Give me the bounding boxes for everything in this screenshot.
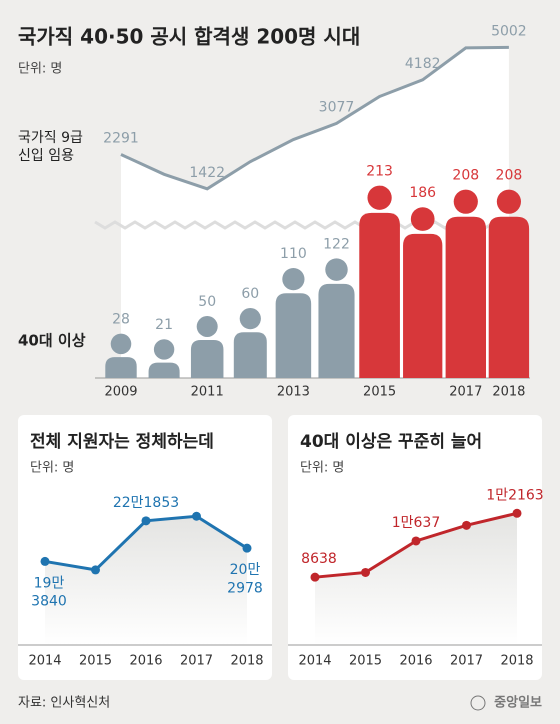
value-label: 28: [112, 312, 130, 328]
panel-title: 40대 이상은 꾸준히 늘어: [300, 432, 482, 452]
person-body: [148, 362, 180, 378]
person-body: [403, 233, 443, 378]
area: [45, 516, 247, 645]
person-head: [496, 189, 521, 214]
point: [141, 516, 151, 526]
series-label: 국가직 9급 신입 임용: [18, 130, 83, 164]
value-label: 19만 3840: [31, 575, 67, 609]
logo-mark: [470, 695, 486, 711]
unit: 단위: 명: [300, 461, 344, 476]
person-body: [190, 340, 224, 378]
value-label: 1만2163: [486, 487, 543, 503]
person-body: [445, 216, 486, 378]
person-head: [196, 316, 218, 337]
value-label: 186: [409, 185, 436, 201]
x-tick-label: 2018: [230, 654, 263, 669]
person-head: [110, 333, 132, 355]
source: 자료: 인사혁신처: [18, 696, 110, 711]
unit: 단위: 명: [18, 62, 62, 77]
value-label: 208: [496, 168, 523, 184]
x-tick-label: 2017: [449, 385, 482, 400]
x-tick-label: 2017: [180, 654, 213, 669]
person-body: [318, 283, 355, 378]
point: [411, 536, 421, 546]
x-tick-label: 2016: [129, 654, 162, 669]
x-tick-label: 2009: [104, 385, 137, 400]
point: [310, 572, 320, 582]
x-tick-label: 2018: [492, 385, 525, 400]
x-tick-label: 2017: [450, 654, 483, 669]
point: [242, 543, 252, 553]
value-label: 8638: [301, 551, 337, 567]
x-tick-label: 2016: [399, 654, 432, 669]
person-head: [453, 189, 478, 214]
value-label: 5002: [491, 23, 527, 39]
panel-title: 전체 지원자는 정체하는데: [30, 432, 214, 452]
title: 국가직 40·50 공시 합격생 200명 시대: [18, 25, 360, 49]
unit: 단위: 명: [30, 461, 74, 476]
area: [315, 513, 517, 645]
point: [192, 511, 201, 521]
point: [40, 556, 50, 566]
x-tick-label: 2015: [349, 654, 382, 669]
value-label: 4182: [405, 56, 441, 72]
value-label: 20만 2978: [227, 562, 263, 596]
person-head: [282, 268, 305, 291]
point: [512, 508, 522, 518]
x-tick-label: 2013: [277, 385, 310, 400]
person-body: [105, 357, 137, 378]
value-label: 110: [280, 246, 307, 262]
person-body: [233, 332, 267, 378]
value-label: 50: [198, 294, 216, 310]
person-head: [239, 308, 261, 330]
point: [462, 520, 471, 530]
value-label: 22만1853: [113, 495, 179, 511]
x-tick-label: 2015: [363, 385, 396, 400]
person-body: [359, 212, 400, 378]
value-label: 2291: [103, 131, 139, 147]
logo: 중앙일보: [494, 695, 542, 711]
person-head: [367, 185, 392, 210]
person-body: [488, 216, 530, 378]
person-head: [410, 207, 435, 231]
value-label: 122: [323, 236, 350, 252]
value-label: 213: [366, 164, 393, 180]
point: [91, 565, 100, 575]
value-label: 1422: [189, 165, 225, 181]
value-label: 21: [155, 317, 173, 333]
x-tick-label: 2011: [191, 385, 224, 400]
x-tick-label: 2015: [79, 654, 112, 669]
x-tick-label: 2018: [500, 654, 533, 669]
value-label: 3077: [319, 99, 355, 115]
value-label: 1만637: [392, 515, 441, 531]
x-tick-label: 2014: [28, 654, 61, 669]
person-head: [325, 258, 348, 281]
person-head: [153, 339, 175, 360]
point: [361, 567, 370, 577]
value-label: 60: [241, 286, 259, 302]
x-tick-label: 2014: [298, 654, 331, 669]
value-label: 208: [452, 168, 479, 184]
series-label: 40대 이상: [18, 332, 86, 350]
line: [120, 45, 509, 191]
person-body: [275, 293, 312, 378]
